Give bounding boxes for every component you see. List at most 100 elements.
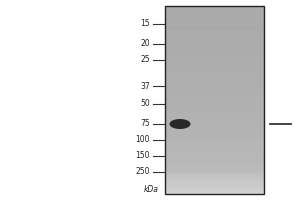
Bar — [165, 31, 264, 33]
Bar — [165, 107, 264, 109]
Bar — [165, 89, 264, 91]
Bar — [165, 172, 264, 174]
Bar — [165, 25, 264, 26]
Bar — [165, 9, 264, 11]
Bar — [165, 141, 264, 142]
Bar — [165, 161, 264, 163]
Bar — [165, 103, 264, 105]
Bar — [165, 44, 264, 45]
Bar — [165, 171, 264, 172]
Text: 25: 25 — [140, 55, 150, 64]
Bar — [165, 20, 264, 22]
Bar — [165, 61, 264, 62]
Bar — [165, 81, 264, 83]
Bar — [165, 180, 264, 181]
Bar — [165, 120, 264, 122]
Bar — [165, 177, 264, 178]
Text: 75: 75 — [140, 119, 150, 129]
Bar — [165, 83, 264, 84]
Bar — [165, 174, 264, 175]
Bar — [165, 67, 264, 69]
Text: 37: 37 — [140, 82, 150, 90]
Bar — [165, 98, 264, 100]
Bar — [165, 170, 264, 172]
Bar — [165, 70, 264, 72]
Bar — [165, 117, 264, 119]
Bar — [165, 136, 264, 138]
Bar — [165, 47, 264, 48]
Bar — [165, 144, 264, 145]
Bar — [165, 111, 264, 113]
Bar — [165, 153, 264, 155]
Bar — [165, 113, 264, 114]
Bar — [165, 23, 264, 25]
Bar — [165, 155, 264, 156]
Bar — [165, 139, 264, 141]
Bar — [165, 131, 264, 133]
Bar — [165, 87, 264, 89]
Bar — [165, 53, 264, 55]
Bar — [165, 59, 264, 61]
Bar — [165, 114, 264, 116]
Bar — [165, 94, 264, 95]
Bar — [165, 151, 264, 152]
Bar — [165, 58, 264, 59]
Bar — [165, 191, 264, 192]
Bar — [165, 189, 264, 191]
Bar — [165, 29, 264, 31]
Bar — [165, 22, 264, 23]
Text: 250: 250 — [136, 168, 150, 176]
Bar — [165, 105, 264, 106]
Bar — [165, 183, 264, 185]
Bar — [165, 160, 264, 161]
Bar — [165, 133, 264, 134]
Bar — [165, 11, 264, 12]
Bar — [165, 8, 264, 9]
Bar — [165, 69, 264, 70]
Bar — [165, 77, 264, 78]
Bar — [165, 39, 264, 40]
Text: 150: 150 — [136, 152, 150, 160]
Bar — [165, 84, 264, 86]
Bar — [165, 14, 264, 15]
Bar — [165, 78, 264, 80]
Bar — [165, 37, 264, 39]
Bar — [165, 36, 264, 37]
Text: 20: 20 — [140, 40, 150, 48]
Bar — [165, 158, 264, 160]
Bar — [165, 134, 264, 136]
Bar — [165, 133, 264, 136]
Bar — [165, 175, 264, 177]
Bar — [165, 169, 264, 170]
Bar — [165, 73, 264, 75]
Bar — [165, 120, 264, 121]
Bar — [165, 109, 264, 111]
Bar — [165, 186, 264, 188]
Bar — [165, 26, 264, 28]
Bar — [165, 100, 264, 102]
Bar — [165, 160, 264, 162]
Bar — [165, 163, 264, 164]
Bar — [165, 156, 264, 158]
Bar — [165, 178, 264, 180]
Bar — [165, 150, 264, 152]
Bar — [165, 166, 264, 167]
Bar — [165, 106, 264, 108]
Bar — [165, 50, 264, 51]
Bar — [165, 116, 264, 117]
Bar — [165, 27, 264, 28]
Bar — [165, 75, 264, 77]
Bar — [165, 40, 264, 42]
Bar — [165, 145, 264, 147]
Bar — [165, 119, 264, 120]
Ellipse shape — [169, 119, 190, 129]
Bar — [165, 91, 264, 92]
Text: 50: 50 — [140, 99, 150, 108]
Bar — [165, 142, 264, 144]
Bar — [165, 80, 264, 81]
Bar — [165, 188, 264, 189]
Bar — [165, 19, 264, 20]
Bar — [165, 72, 264, 73]
Bar — [165, 51, 264, 53]
Bar — [165, 149, 264, 150]
